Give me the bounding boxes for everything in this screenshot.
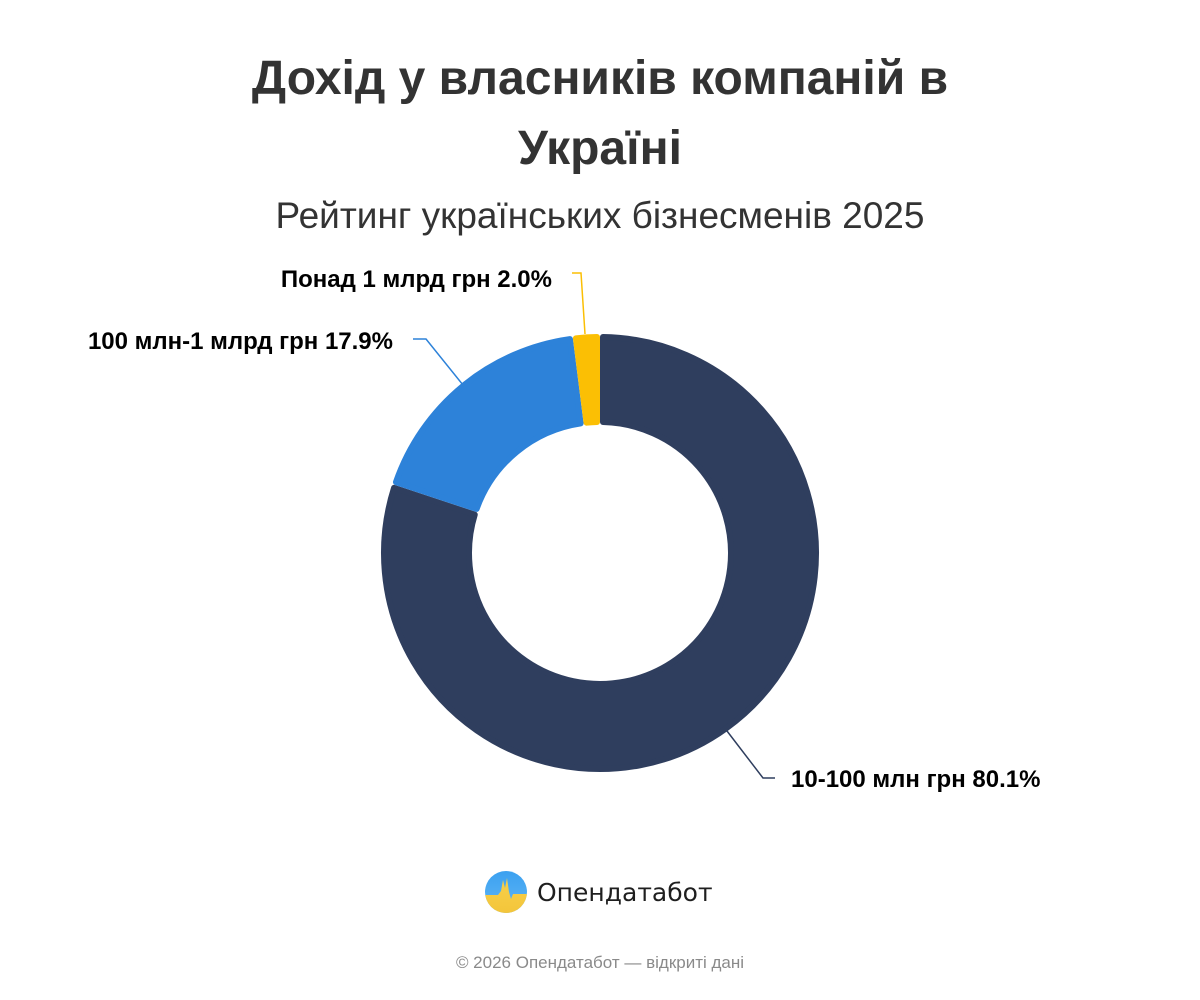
data-labels: 10-100 млн грн 80.1% 100 млн-1 млрд грн 1…	[88, 266, 1041, 793]
data-label: 10-100 млн грн 80.1%	[791, 766, 1040, 793]
leader-lines	[413, 272, 775, 779]
footer-copyright: © 2026 Опендатабот — відкриті дані	[455, 953, 745, 972]
chart-title: Дохід у власників компаній в Україні	[0, 44, 1200, 184]
data-label: 100 млн-1 млрд грн 17.9%	[88, 328, 393, 355]
brand: Опендатабот	[484, 870, 713, 914]
leader-line	[572, 272, 586, 335]
chart-title-line-1: Дохід у власників компаній в	[251, 52, 949, 105]
donut-slice[interactable]	[572, 334, 600, 426]
donut-slice[interactable]	[381, 334, 819, 772]
donut-slices	[381, 334, 819, 772]
data-label: Понад 1 млрд грн 2.0%	[281, 266, 552, 293]
brand-name: Опендатабот	[537, 877, 713, 907]
chart-title-line-2: Україні	[518, 122, 682, 175]
donut-slice[interactable]	[392, 336, 584, 512]
leader-line	[413, 338, 464, 386]
opendatabot-logo-icon	[485, 871, 527, 913]
leader-line	[726, 730, 775, 779]
chart-subtitle: Рейтинг українських бізнесменів 2025	[275, 195, 925, 236]
